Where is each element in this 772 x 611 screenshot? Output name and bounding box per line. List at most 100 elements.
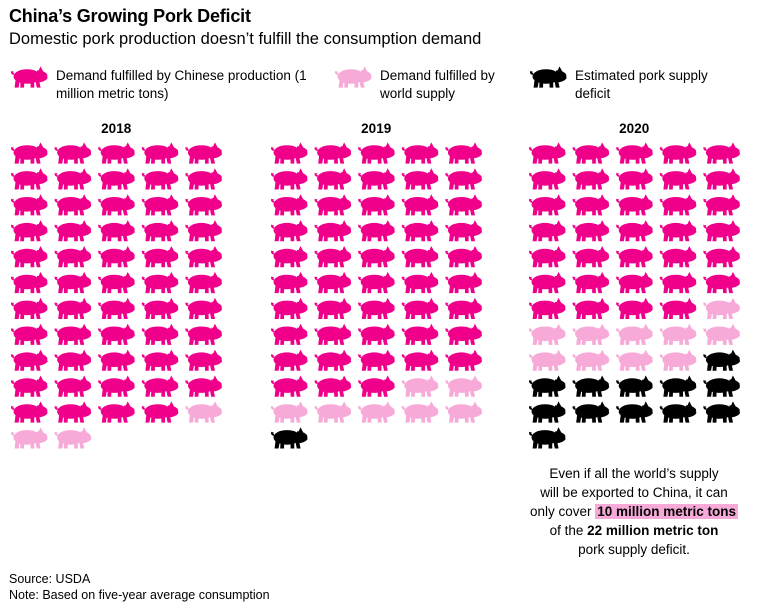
annotation-text: of the — [549, 523, 584, 538]
pig-icon-2019-domestic — [445, 323, 482, 345]
pig-icon-2018-domestic — [141, 142, 179, 164]
pig-icon-2020-domestic — [572, 220, 610, 242]
pig-icon-2019-domestic — [270, 323, 308, 345]
pig-icon-2018-domestic — [54, 246, 92, 268]
pig-icon-2019-domestic — [314, 194, 352, 216]
pig-icon-2020-world — [572, 323, 610, 345]
chart-subtitle: Domestic pork production doesn’t fulfill… — [9, 30, 482, 48]
pig-icon-2019-domestic — [270, 349, 308, 371]
pig-icon-2020-deficit — [659, 375, 697, 397]
pig-icon-2020-domestic — [528, 297, 566, 319]
pig-icon-2018-domestic — [98, 168, 135, 190]
pig-icon-2019-domestic — [445, 349, 482, 371]
pig-icon-2018-domestic — [185, 375, 222, 397]
pig-icon-2020-domestic — [528, 194, 566, 216]
pig-icon-2018-domestic — [10, 349, 48, 371]
pig-icon-2018-world — [185, 401, 222, 423]
pig-icon-2019-domestic — [401, 297, 439, 319]
pig-icon-2018-domestic — [185, 194, 222, 216]
pig-icon-2019-domestic — [314, 220, 352, 242]
pig-icon-2018-domestic — [185, 349, 222, 371]
annotation-line: pork supply deficit. — [578, 542, 690, 557]
pig-icon-2020-world — [528, 349, 566, 371]
pig-icon-2019-domestic — [270, 297, 308, 319]
pig-icon-2018-domestic — [141, 375, 179, 397]
pig-icon-2019-deficit — [270, 427, 308, 449]
pig-icon-2020-deficit — [528, 427, 566, 449]
pig-icon-2019-domestic — [445, 220, 482, 242]
annotation-highlight: 10 million metric tons — [595, 504, 739, 519]
pig-icon-2020-domestic — [528, 271, 566, 294]
pig-icon-2020-domestic — [616, 194, 653, 216]
pig-icon-2019-domestic — [358, 246, 395, 268]
pig-icon-2020-domestic — [572, 142, 610, 164]
legend-label: Estimated pork supply deficit — [575, 68, 708, 101]
pig-icon-2018-domestic — [54, 271, 92, 294]
pig-icon-2020-domestic — [616, 246, 653, 268]
pig-icon-2020-domestic — [528, 246, 566, 268]
pig-icon-2020-domestic — [659, 297, 697, 319]
pig-icon-2018-domestic — [185, 142, 222, 164]
pig-icon-2019-domestic — [358, 194, 395, 216]
pig-icon-2020-domestic — [703, 246, 740, 268]
pig-icon-2020-domestic — [528, 168, 566, 190]
pig-icon-2020-world — [703, 297, 740, 319]
pig-icon-2019-domestic — [270, 271, 308, 294]
pig-icon-2020-domestic — [616, 297, 653, 319]
pig-icon-2019-world — [445, 401, 482, 423]
pig-icon-2020-domestic — [572, 246, 610, 268]
pig-icon-2018-domestic — [98, 271, 135, 294]
pig-icon-2018-domestic — [98, 142, 135, 164]
pig-icon-2020-domestic — [659, 271, 697, 294]
pig-icon-2020-domestic — [703, 194, 740, 216]
pig-icon-2018-domestic — [98, 297, 135, 319]
pig-icon-2020-world — [528, 323, 566, 345]
pig-icon-2019-domestic — [358, 375, 395, 397]
pig-icon-2018-domestic — [54, 349, 92, 371]
pig-icon-2019-domestic — [270, 246, 308, 268]
pig-icon-2019-domestic — [445, 142, 482, 164]
pig-icon-2019-domestic — [358, 168, 395, 190]
pig-icon-2020-deficit — [703, 375, 740, 397]
pig-icon-2018-domestic — [98, 323, 135, 345]
pig-icon-2020-domestic — [572, 271, 610, 294]
pig-icon-2018-domestic — [10, 323, 48, 345]
pig-icon-2018-domestic — [185, 323, 222, 345]
pig-icon-2020-deficit — [572, 375, 610, 397]
pig-icon-2019-domestic — [358, 220, 395, 242]
pig-icon-2019-world — [445, 375, 482, 397]
year-label-2020: 2020 — [619, 121, 649, 136]
pig-icon-2018-domestic — [54, 297, 92, 319]
pig-icon-2018-domestic — [98, 194, 135, 216]
pig-icon-2020-deficit — [528, 375, 566, 397]
pig-icon-2019-world — [270, 401, 308, 423]
pig-icon-2018-domestic — [10, 297, 48, 319]
year-label-2018: 2018 — [101, 121, 132, 136]
pig-icon-2020-domestic — [528, 142, 566, 164]
pig-icon-2020-world — [659, 323, 697, 345]
pig-icon-2018-domestic — [54, 220, 92, 242]
pig-icon-2019-domestic — [401, 168, 439, 190]
pig-icon-2020-deficit — [703, 349, 740, 371]
pig-icon-2018-domestic — [185, 297, 222, 319]
chart-title: China’s Growing Pork Deficit — [9, 6, 251, 26]
pig-icon-2018-domestic — [10, 220, 48, 242]
pig-icon-2018-domestic — [141, 323, 179, 345]
pig-icon-2019-domestic — [358, 271, 395, 294]
pig-icon-2020-domestic — [616, 168, 653, 190]
pig-icon-2020-domestic — [703, 220, 740, 242]
pig-icon-2019-world — [314, 401, 352, 423]
annotation-line: only cover 10 million metric tons — [496, 502, 772, 521]
pig-icon-2018-domestic — [185, 246, 222, 268]
pig-icon-2018-domestic — [10, 375, 48, 397]
annotation-line: of the 22 million metric ton — [496, 521, 772, 540]
pig-icon-2020-domestic — [572, 297, 610, 319]
pig-icon-2019-domestic — [401, 271, 439, 294]
pig-icon-2018-domestic — [141, 401, 179, 423]
pig-icon-2020-deficit — [659, 401, 697, 423]
pig-icon-2019-domestic — [314, 271, 352, 294]
pig-icon-2018-domestic — [54, 168, 92, 190]
pig-icon-2020-domestic — [528, 220, 566, 242]
pig-icon-2019-domestic — [314, 323, 352, 345]
pig-icon-2020-domestic — [659, 246, 697, 268]
